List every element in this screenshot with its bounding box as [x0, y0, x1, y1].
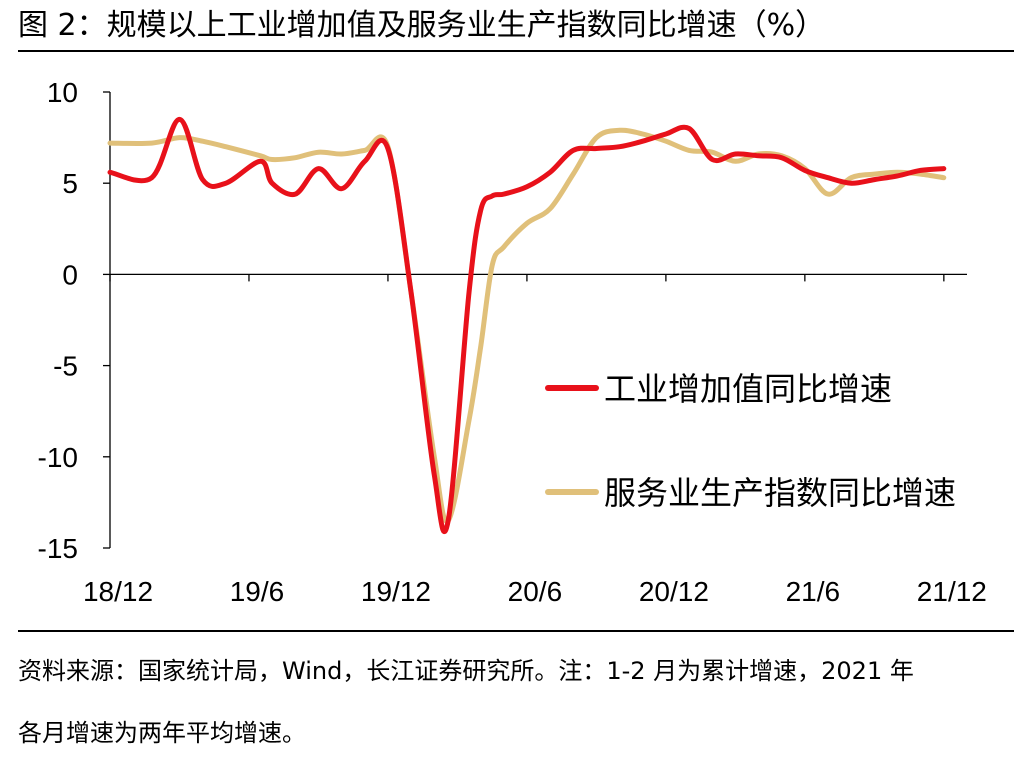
x-tick-label: 20/12	[639, 576, 709, 607]
series-line-industrial	[107, 116, 947, 535]
y-tick-label: -15	[38, 533, 78, 564]
x-tick-label: 18/12	[83, 576, 153, 607]
y-tick-label: 5	[62, 168, 78, 199]
series-line-services	[107, 127, 947, 524]
source-note-line-2: 各月增速为两年平均增速。	[18, 719, 306, 747]
series-lines	[107, 116, 947, 535]
x-tick-label: 20/6	[508, 576, 563, 607]
source-note-line-1: 资料来源：国家统计局，Wind，长江证券研究所。注：1-2 月为累计增速，202…	[18, 657, 914, 685]
footer-rule	[18, 630, 1014, 632]
y-tick-label: -5	[53, 351, 78, 382]
title-rule	[18, 50, 1014, 52]
y-tick-label: 10	[47, 77, 78, 108]
x-tick-label: 21/12	[917, 576, 987, 607]
y-tick-label: 0	[62, 259, 78, 290]
x-tick-label: 21/6	[786, 576, 841, 607]
y-tick-label: -10	[38, 442, 78, 473]
legend-label: 工业增加值同比增速	[604, 370, 892, 408]
x-tick-label: 19/12	[361, 576, 431, 607]
chart-title: 图 2：规模以上工业增加值及服务业生产指数同比增速（%）	[18, 8, 826, 43]
x-tick-label: 19/6	[230, 576, 285, 607]
legend-label: 服务业生产指数同比增速	[604, 474, 956, 512]
